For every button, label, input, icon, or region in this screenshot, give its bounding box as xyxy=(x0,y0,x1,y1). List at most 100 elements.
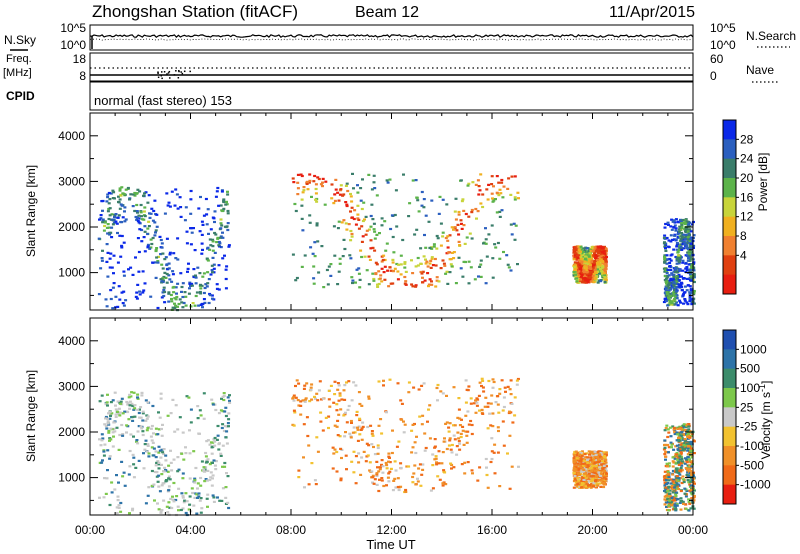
power-echo-cell xyxy=(117,201,121,204)
power-echo-cell xyxy=(133,209,137,213)
velocity-echo-cell xyxy=(675,458,679,461)
power-echo-cell xyxy=(516,263,519,266)
power-echo-cell xyxy=(98,218,101,221)
power-echo-cell xyxy=(146,243,150,246)
velocity-echo-cell xyxy=(674,495,678,498)
velocity-echo-cell xyxy=(685,430,689,433)
velocity-echo-cell xyxy=(690,478,694,481)
velocity-echo-cell xyxy=(395,445,399,448)
velocity-colorbar-tick-label: 25 xyxy=(740,400,754,414)
velocity-echo-cell xyxy=(486,402,490,405)
power-echo-cell xyxy=(135,291,139,294)
power-echo-cell xyxy=(675,286,679,289)
power-echo-cell xyxy=(203,286,207,290)
power-echo-cell xyxy=(329,274,333,277)
velocity-echo-cell xyxy=(589,464,593,467)
power-echo-cell xyxy=(120,244,124,247)
power-echo-cell xyxy=(319,183,323,186)
freq-right-tick-top: 60 xyxy=(710,52,724,66)
velocity-colorbar-swatch xyxy=(723,349,736,370)
power-echo-cell xyxy=(460,227,464,230)
velocity-echo-cell xyxy=(423,449,427,452)
velocity-echo-cell xyxy=(206,505,209,508)
power-echo-cell xyxy=(686,228,690,231)
power-echo-cell xyxy=(336,283,340,286)
velocity-echo-cell xyxy=(588,453,591,456)
velocity-echo-cell xyxy=(591,467,595,471)
power-echo-cell xyxy=(580,264,584,268)
velocity-echo-cell xyxy=(209,476,213,479)
power-echo-cell xyxy=(156,261,160,264)
power-echo-cell xyxy=(371,272,375,275)
velocity-echo-cell xyxy=(692,489,696,492)
velocity-colorbar-label: Velocity [m s-1] xyxy=(757,381,773,460)
velocity-echo-cell xyxy=(99,444,103,447)
velocity-echo-cell xyxy=(692,452,696,455)
velocity-echo-cell xyxy=(596,451,600,454)
velocity-echo-cell xyxy=(492,451,496,454)
velocity-echo-cell xyxy=(679,426,683,430)
power-echo-cell xyxy=(588,252,592,255)
power-colorbar-label: Power [dB] xyxy=(756,153,770,212)
power-echo-cell xyxy=(185,230,189,233)
velocity-echo-cell xyxy=(663,481,667,484)
power-echo-cell xyxy=(317,177,321,181)
power-echo-cell xyxy=(507,177,511,180)
power-echo-cell xyxy=(322,286,326,289)
velocity-echo-cell xyxy=(676,433,680,436)
power-echo-cell xyxy=(358,286,362,289)
power-echo-cell xyxy=(673,295,677,298)
power-echo-cell xyxy=(173,204,177,207)
velocity-echo-cell xyxy=(128,400,132,403)
velocity-echo-cell xyxy=(157,428,161,431)
power-echo-cell xyxy=(140,218,144,221)
power-echo-cell xyxy=(367,283,371,286)
velocity-echo-cell xyxy=(399,485,403,488)
power-echo-cell xyxy=(462,209,466,212)
power-colorbar-swatch xyxy=(723,216,736,237)
velocity-echo-cell xyxy=(674,467,678,470)
power-echo-cell xyxy=(688,300,692,303)
velocity-echo-cell xyxy=(679,443,683,446)
velocity-echo-cell xyxy=(591,474,595,477)
power-echo-cell xyxy=(578,279,582,282)
power-echo-cell xyxy=(193,304,197,307)
power-echo-cell xyxy=(157,255,160,258)
power-echo-cell xyxy=(109,297,113,301)
power-echo-cell xyxy=(470,208,474,212)
velocity-echo-cell xyxy=(388,470,392,473)
velocity-echo-cell xyxy=(602,485,606,489)
nave-scatter-dot xyxy=(175,70,177,72)
power-echo-cell xyxy=(200,252,204,255)
power-echo-cell xyxy=(439,244,443,247)
power-echo-cell xyxy=(572,249,576,252)
velocity-echo-cell xyxy=(683,462,687,465)
power-echo-cell xyxy=(370,203,374,206)
velocity-echo-cell xyxy=(184,452,188,455)
velocity-echo-cell xyxy=(347,404,351,408)
power-echo-cell xyxy=(669,234,673,237)
power-echo-cell xyxy=(189,284,192,287)
power-echo-cell xyxy=(476,179,480,182)
power-echo-cell xyxy=(497,194,501,197)
velocity-echo-cell xyxy=(489,402,493,405)
power-echo-cell xyxy=(185,242,189,245)
velocity-echo-cell xyxy=(577,457,581,460)
velocity-echo-cell xyxy=(666,470,670,473)
power-echo-cell xyxy=(673,282,677,285)
power-echo-cell xyxy=(162,289,166,292)
power-echo-cell xyxy=(598,247,602,250)
power-echo-cell xyxy=(684,233,688,236)
power-echo-cell xyxy=(602,272,606,275)
power-echo-cell xyxy=(332,225,336,228)
power-echo-cell xyxy=(422,198,426,201)
power-echo-cell xyxy=(383,265,387,268)
power-echo-cell xyxy=(164,256,168,259)
velocity-echo-cell xyxy=(157,451,161,454)
velocity-echo-cell xyxy=(407,465,411,468)
velocity-echo-cell xyxy=(199,484,203,487)
power-echo-cell xyxy=(671,238,674,241)
power-echo-cell xyxy=(417,210,421,213)
power-echo-cell xyxy=(383,258,387,262)
power-echo-cell xyxy=(100,257,104,260)
